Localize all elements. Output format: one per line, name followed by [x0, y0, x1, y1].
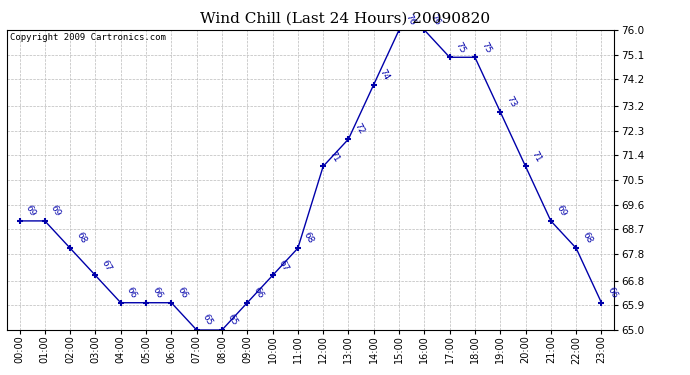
Text: Copyright 2009 Cartronics.com: Copyright 2009 Cartronics.com: [10, 33, 166, 42]
Text: 72: 72: [353, 122, 366, 136]
Text: 68: 68: [302, 231, 315, 245]
Text: 66: 66: [606, 285, 619, 300]
Text: 65: 65: [201, 313, 215, 327]
Text: 68: 68: [580, 231, 594, 245]
Text: 69: 69: [23, 204, 37, 218]
Text: 65: 65: [226, 313, 239, 327]
Text: 66: 66: [175, 285, 189, 300]
Text: 66: 66: [251, 285, 265, 300]
Text: 71: 71: [327, 149, 341, 164]
Text: 76: 76: [403, 13, 417, 27]
Text: 69: 69: [555, 204, 569, 218]
Text: 76: 76: [428, 13, 442, 27]
Text: 67: 67: [277, 258, 290, 273]
Text: 74: 74: [378, 68, 391, 82]
Text: 67: 67: [99, 258, 113, 273]
Text: Wind Chill (Last 24 Hours) 20090820: Wind Chill (Last 24 Hours) 20090820: [200, 11, 490, 25]
Text: 69: 69: [49, 204, 63, 218]
Text: 68: 68: [75, 231, 88, 245]
Text: 75: 75: [479, 40, 493, 54]
Text: 66: 66: [125, 285, 139, 300]
Text: 71: 71: [530, 149, 543, 164]
Text: 66: 66: [150, 285, 164, 300]
Text: 73: 73: [504, 94, 518, 109]
Text: 75: 75: [454, 40, 467, 54]
